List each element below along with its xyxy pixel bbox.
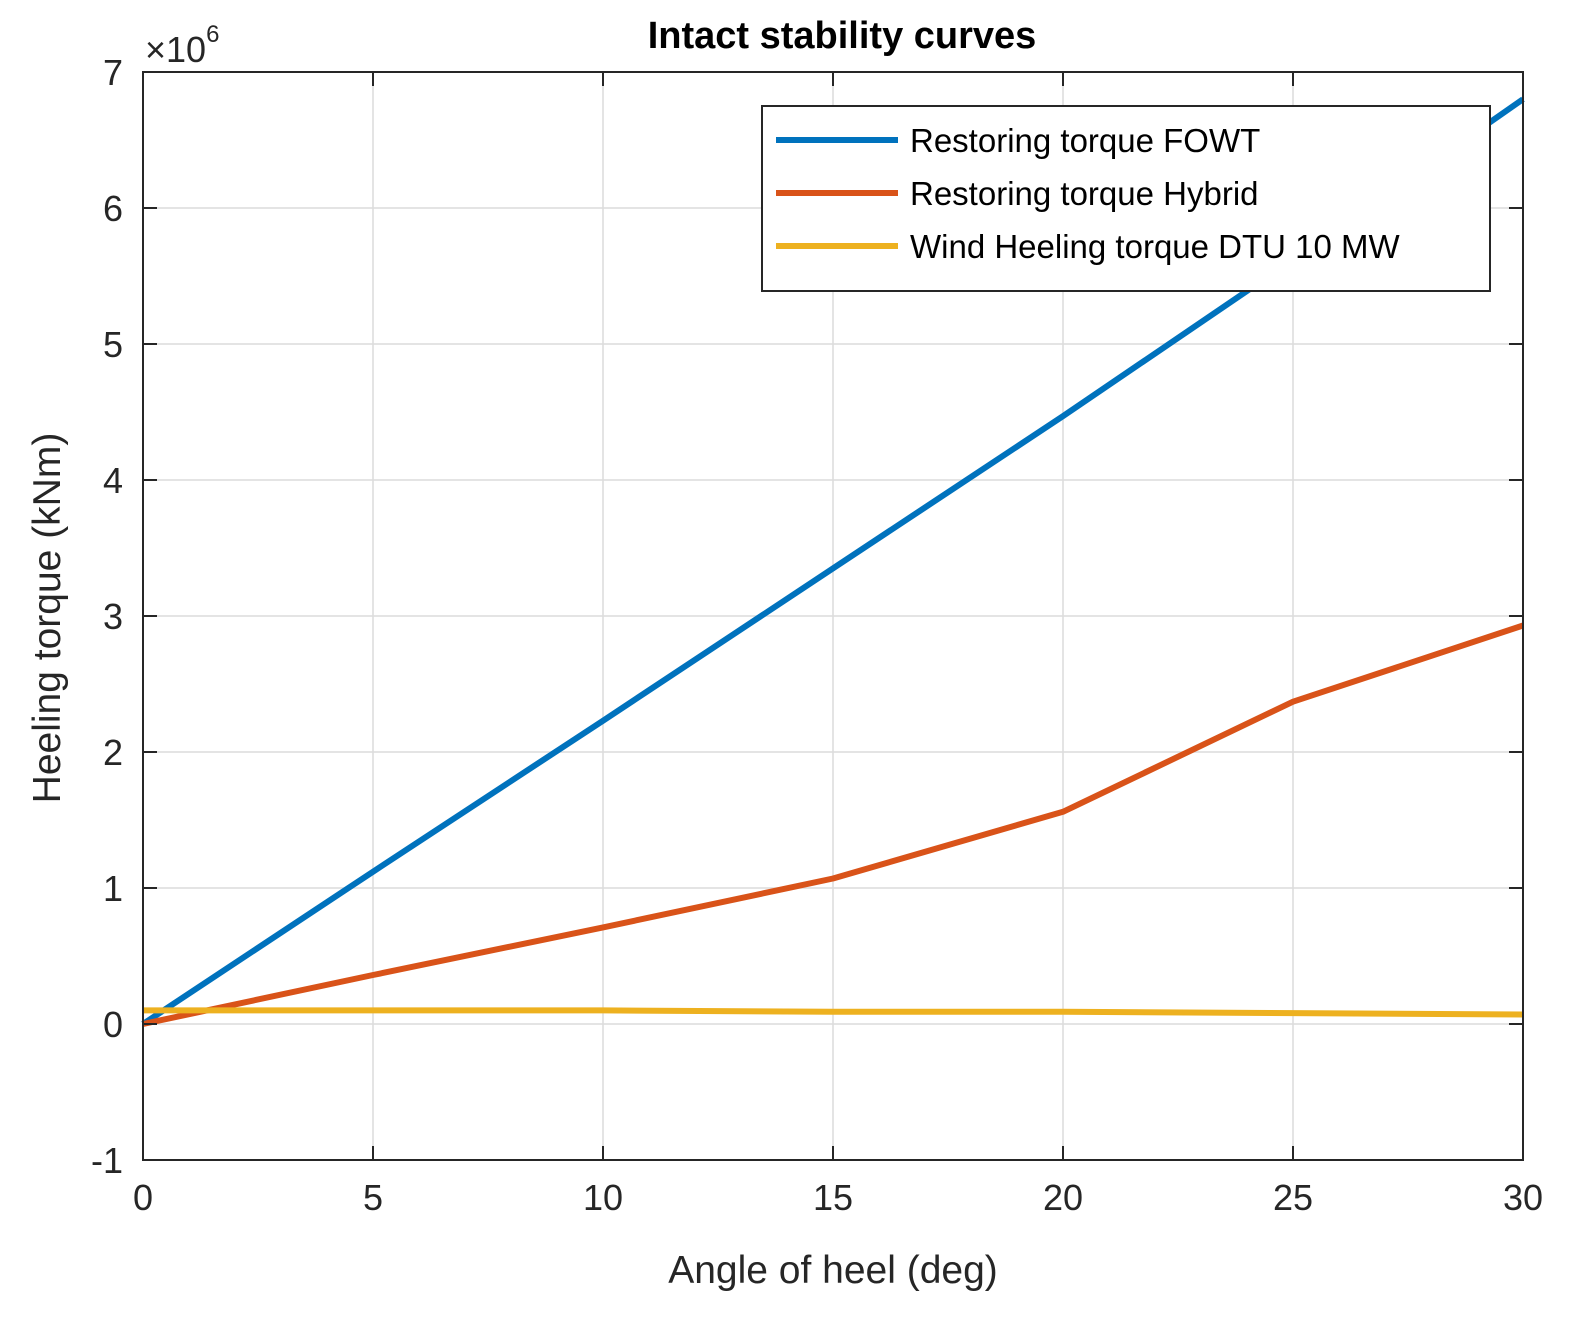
y-tick-label: -1 bbox=[91, 1140, 123, 1181]
legend-label-2: Restoring torque Hybrid bbox=[910, 175, 1259, 212]
y-tick-label: 2 bbox=[103, 732, 123, 773]
x-tick-label: 25 bbox=[1273, 1177, 1313, 1218]
y-axis-label: Heeling torque (kNm) bbox=[26, 433, 69, 804]
y-tick-label: 5 bbox=[103, 324, 123, 365]
x-tick-label: 30 bbox=[1503, 1177, 1543, 1218]
y-tick-label: 7 bbox=[103, 52, 123, 93]
legend-label-3: Wind Heeling torque DTU 10 MW bbox=[910, 228, 1401, 265]
y-tick-label: 4 bbox=[103, 460, 123, 501]
y-tick-label: 1 bbox=[103, 868, 123, 909]
x-tick-label: 10 bbox=[583, 1177, 623, 1218]
y-tick-label: 6 bbox=[103, 188, 123, 229]
legend-box bbox=[761, 105, 1491, 292]
chart-title: Intact stability curves bbox=[648, 15, 1037, 57]
y-exponent-base: ×10 bbox=[145, 29, 206, 70]
legend[interactable]: Restoring torque FOWT Restoring torque Hy… bbox=[761, 105, 1491, 292]
x-tick-label: 0 bbox=[133, 1177, 153, 1218]
x-tick-label: 20 bbox=[1043, 1177, 1083, 1218]
y-tick-label: 3 bbox=[103, 596, 123, 637]
series-line-2 bbox=[142, 622, 1524, 1027]
y-exponent: ×106 bbox=[145, 21, 219, 70]
x-tick-label: 5 bbox=[363, 1177, 383, 1218]
legend-label-1: Restoring torque FOWT bbox=[910, 122, 1260, 159]
y-tick-label: 0 bbox=[103, 1004, 123, 1045]
y-exponent-power: 6 bbox=[206, 21, 219, 48]
x-tick-label: 15 bbox=[813, 1177, 853, 1218]
series-line-3 bbox=[143, 1007, 1524, 1018]
x-axis-label: Angle of heel (deg) bbox=[668, 1249, 998, 1292]
